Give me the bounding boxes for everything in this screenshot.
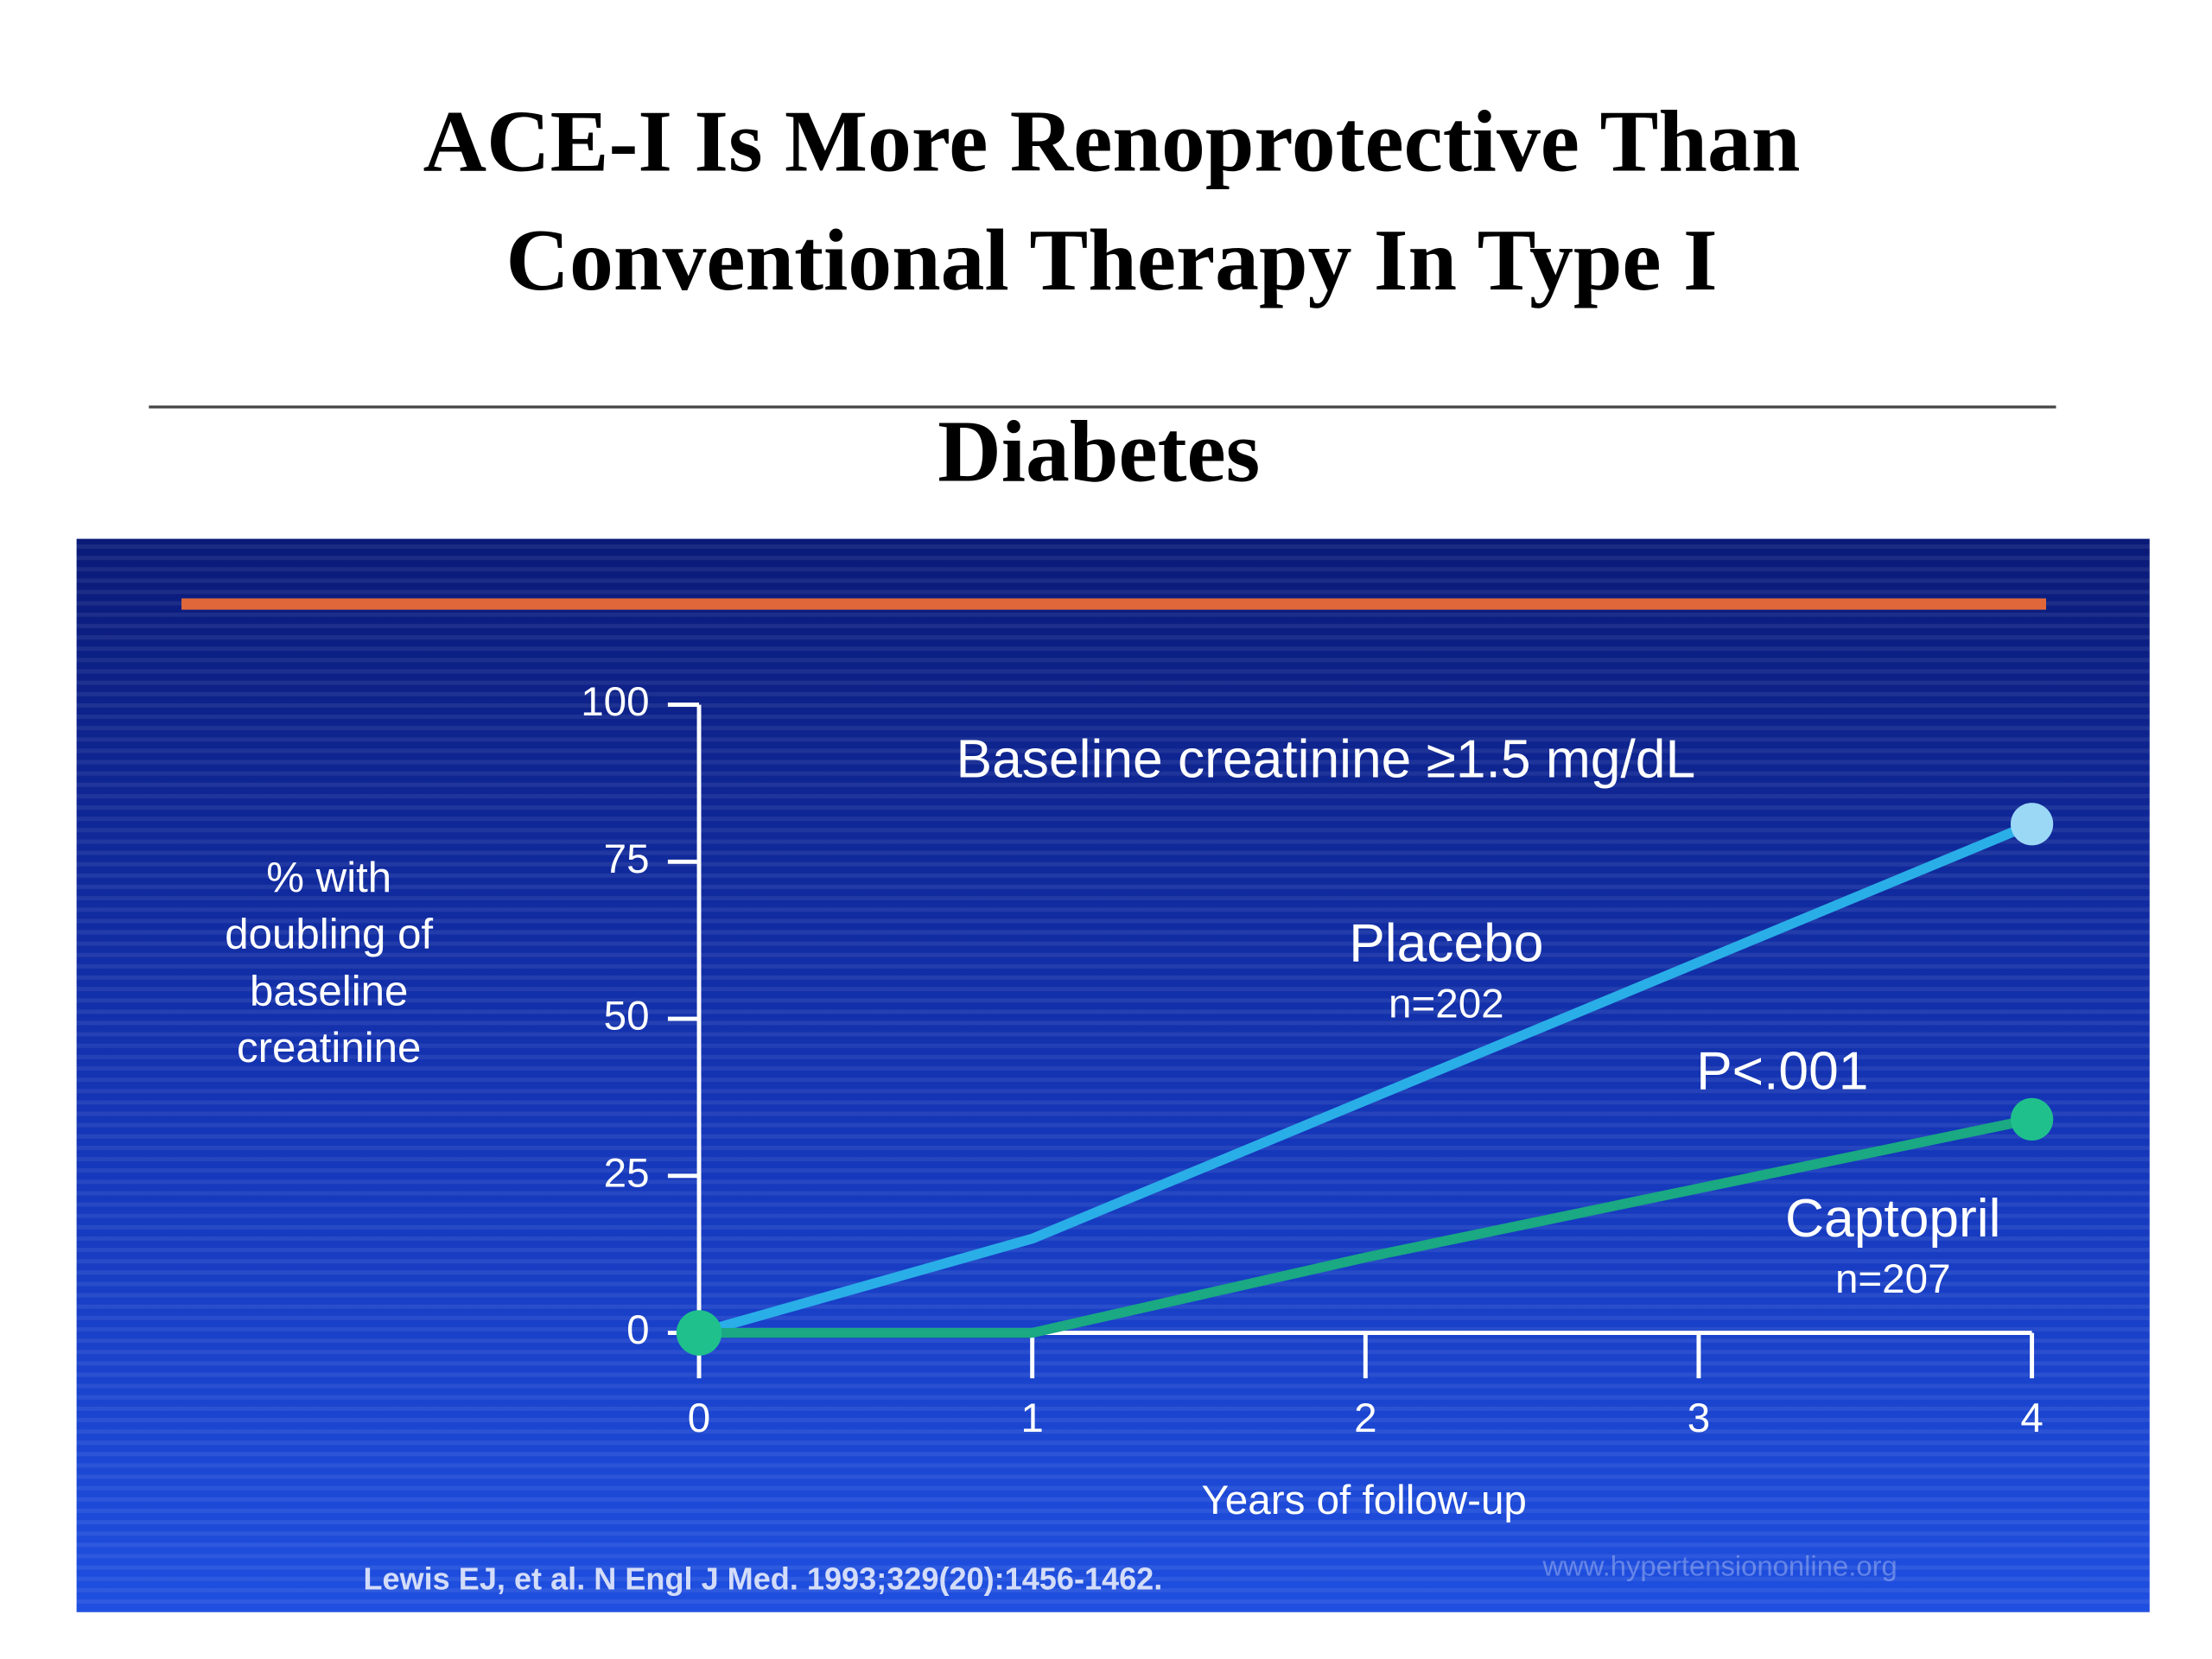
- y-axis-label: creatinine: [237, 1024, 421, 1071]
- x-tick-label: 3: [1688, 1395, 1710, 1441]
- title-line: ACE-I Is More Renoprotective Than: [423, 92, 1801, 190]
- series-n: n=202: [1389, 982, 1504, 1027]
- x-tick-label: 2: [1354, 1395, 1376, 1441]
- source: Lewis EJ, et al. N Engl J Med. 1993;329(…: [363, 1560, 1162, 1596]
- x-tick-label: 0: [688, 1395, 710, 1441]
- series-n: n=207: [1835, 1256, 1951, 1302]
- series-label: Captopril: [1785, 1189, 2001, 1249]
- y-tick-label: 100: [581, 679, 649, 725]
- y-axis-label: % with: [266, 854, 391, 901]
- series-line: [697, 819, 2034, 1338]
- y-axis-label: baseline: [250, 967, 408, 1014]
- y-axis-label: doubling of: [225, 911, 433, 958]
- annotation: Baseline creatinine ≥1.5 mg/dL: [957, 729, 1696, 789]
- x-tick-label: 1: [1020, 1395, 1043, 1441]
- p-value: P<.001: [1696, 1041, 1868, 1101]
- x-axis-label: Years of follow-up: [1201, 1478, 1526, 1523]
- end-marker: [2010, 1097, 2054, 1141]
- y-tick-label: 50: [604, 994, 650, 1039]
- y-tick-label: 0: [626, 1307, 649, 1353]
- series-line: [699, 1114, 2033, 1338]
- title-line: Diabetes: [938, 404, 1260, 501]
- series-label: Placebo: [1349, 914, 1543, 974]
- panel-stripes: [76, 538, 2150, 1612]
- watermark: www.hypertensiononline.org: [1541, 1550, 1897, 1582]
- y-tick-label: 25: [604, 1150, 650, 1196]
- title-line: Conventional Therapy In Type I: [506, 212, 1718, 309]
- y-tick-label: 75: [604, 836, 650, 882]
- start-marker: [676, 1310, 722, 1356]
- end-marker: [2010, 803, 2054, 846]
- x-tick-label: 4: [2020, 1395, 2043, 1441]
